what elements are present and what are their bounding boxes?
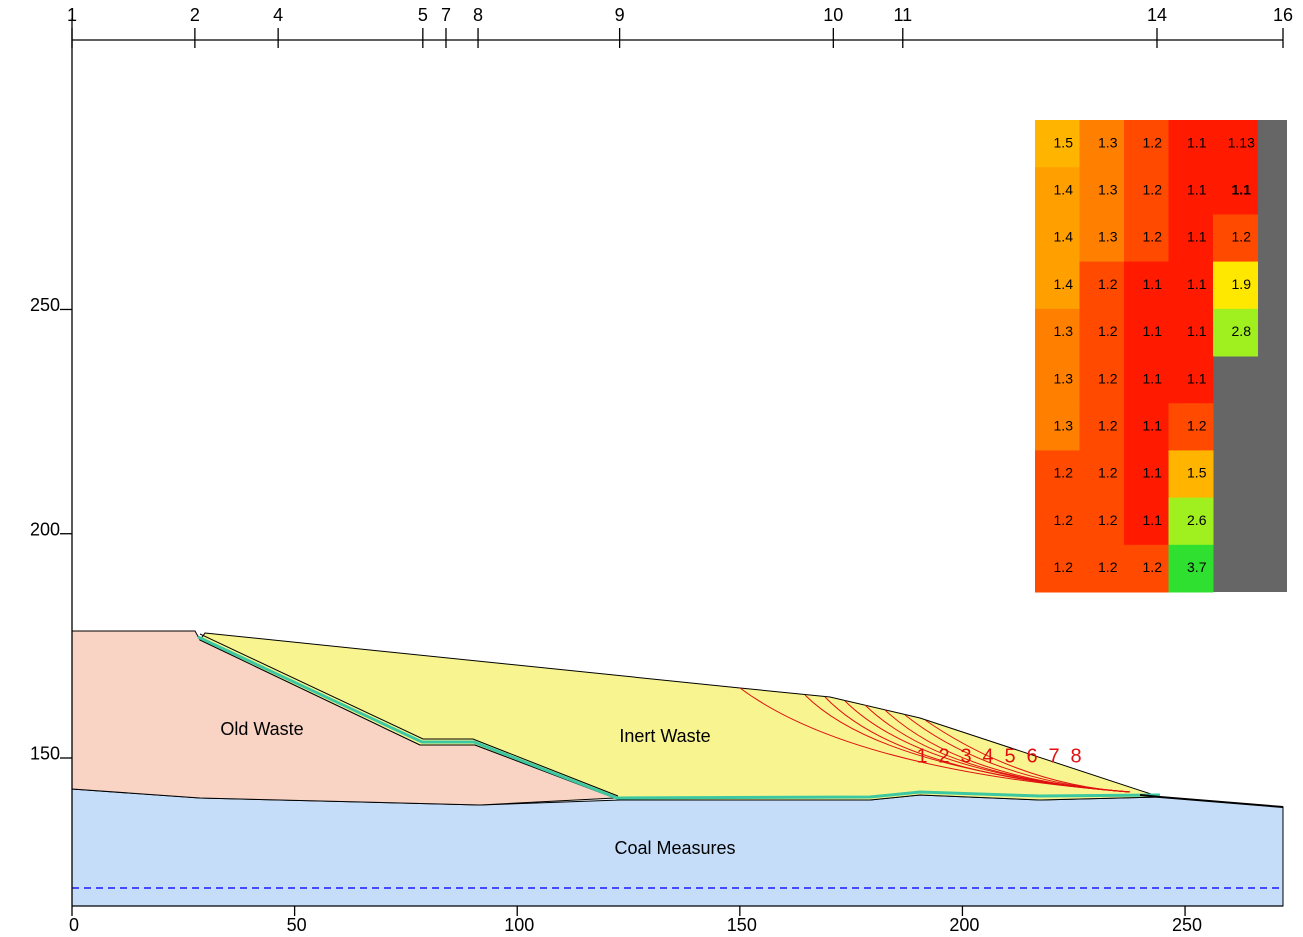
fos-label: 1.1 [1187,276,1207,292]
x-tick-label: 50 [287,915,307,935]
node-label: 8 [473,5,483,25]
slip-label: 2 [938,745,949,767]
fos-label: 1.3 [1098,229,1118,245]
slip-label: 6 [1026,745,1037,767]
node-label: 1 [67,5,77,25]
fos-label: 1.1 [1187,370,1207,386]
fos-label: 3.7 [1187,559,1207,575]
fos-label: 1.2 [1098,465,1118,481]
fos-label: 1.3 [1098,182,1118,198]
node-label: 7 [441,5,451,25]
fos-label: 1.3 [1054,418,1074,434]
x-tick-label: 250 [1172,915,1202,935]
fos-label: 1.2 [1054,465,1074,481]
x-tick-label: 0 [69,915,79,935]
section-view: Old Waste Inert Waste Coal Measures 0 50 1… [0,0,1303,937]
node-label: 14 [1147,5,1167,25]
region-label: Coal Measures [614,838,735,858]
fos-label: 1.1 [1143,323,1163,339]
fos-label: 1.2 [1143,134,1163,150]
fos-grid: 1.5 1.3 1.2 1.1 1.13 1.4 1.3 1.2 1.1 1.1 1.4 1.3 1.2… [1035,120,1287,593]
fos-label: 1.5 [1187,465,1207,481]
fos-label: 1.4 [1054,276,1074,292]
node-label: 5 [418,5,428,25]
fos-label: 1.1 [1232,182,1252,198]
region-label: Inert Waste [619,726,710,746]
fos-label: 1.2 [1143,559,1163,575]
fos-label: 1.3 [1098,134,1118,150]
fos-label: 1.4 [1054,182,1074,198]
fos-label: 1.1 [1187,323,1207,339]
node-label: 10 [823,5,843,25]
fos-label: 1.2 [1143,182,1163,198]
region-label: Old Waste [220,719,303,739]
fos-label: 1.2 [1054,512,1074,528]
fos-label: 1.2 [1098,323,1118,339]
slip-label: 4 [982,745,993,767]
node-label: 4 [273,5,283,25]
page: Old Waste Inert Waste Coal Measures 0 50 1… [0,0,1303,937]
x-tick-label: 100 [504,915,534,935]
slip-label: 3 [960,745,971,767]
node-label: 2 [190,5,200,25]
fos-label: 1.1 [1187,134,1207,150]
fos-label: 1.3 [1054,370,1074,386]
fos-label: 1.1 [1143,465,1163,481]
fos-label: 1.2 [1232,229,1252,245]
fos-label: 1.2 [1143,229,1163,245]
fos-label: 1.1 [1143,370,1163,386]
fos-label: 1.13 [1228,134,1255,150]
y-tick-label: 150 [30,744,60,764]
fos-label: 2.6 [1187,512,1207,528]
fos-label: 1.2 [1187,418,1207,434]
x-tick-label: 150 [727,915,757,935]
slip-label: 7 [1048,745,1059,767]
fos-label: 1.1 [1143,418,1163,434]
fos-label: 1.2 [1098,512,1118,528]
y-tick-label: 200 [30,519,60,539]
fos-label: 1.2 [1098,559,1118,575]
slip-label: 1 [916,745,927,767]
fos-label: 1.1 [1143,512,1163,528]
node-label: 9 [615,5,625,25]
fos-label: 1.2 [1098,418,1118,434]
fos-label: 1.1 [1143,276,1163,292]
fos-label: 1.2 [1098,370,1118,386]
fos-label: 1.1 [1187,182,1207,198]
slip-label: 5 [1004,745,1015,767]
slip-label: 8 [1070,745,1081,767]
y-tick-label: 250 [30,295,60,315]
fos-label: 1.9 [1232,276,1252,292]
fos-label: 1.1 [1187,229,1207,245]
node-label: 16 [1273,5,1293,25]
node-label: 11 [893,5,912,25]
fos-label: 1.5 [1054,134,1074,150]
fos-label: 1.4 [1054,229,1074,245]
x-tick-label: 200 [949,915,979,935]
fos-label: 2.8 [1232,323,1252,339]
fos-label: 1.2 [1054,559,1074,575]
fos-label: 1.2 [1098,276,1118,292]
fos-label: 1.3 [1054,323,1074,339]
